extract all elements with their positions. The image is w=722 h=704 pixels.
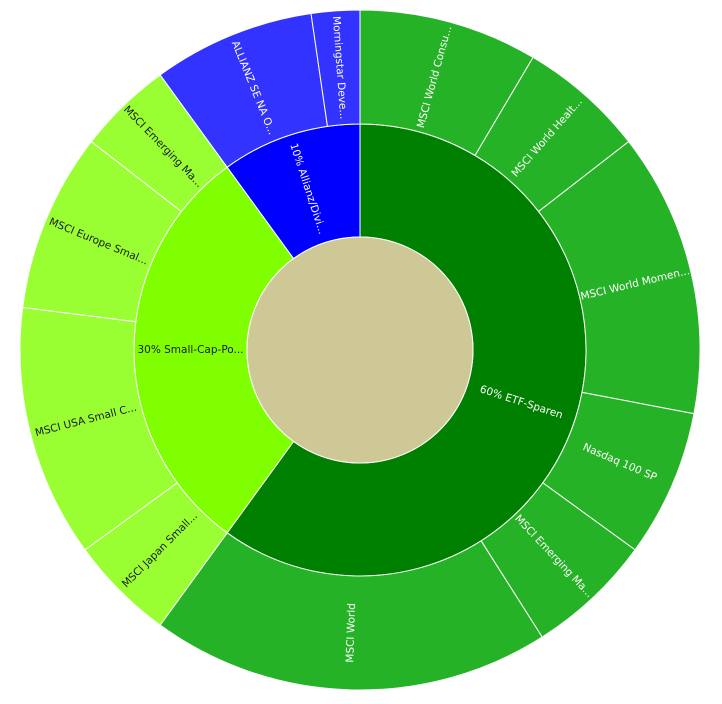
outer-segment <box>159 532 543 691</box>
outer-segment <box>310 9 361 127</box>
segment-label: 30% Small-Cap-Po... <box>137 344 243 356</box>
center-circle <box>246 236 474 464</box>
segment-label: MSCI World <box>344 603 358 663</box>
